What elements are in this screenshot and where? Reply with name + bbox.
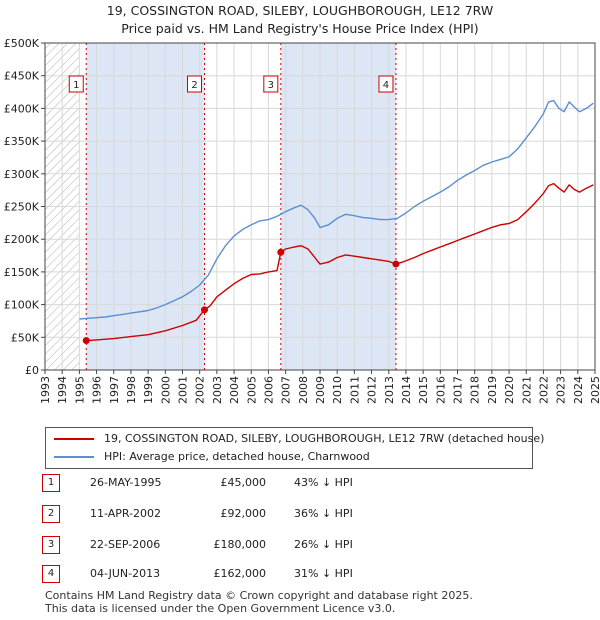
sale-point: [277, 248, 285, 256]
sale-number-badge: 3: [42, 536, 60, 554]
sale-price: £45,000: [220, 476, 267, 489]
legend-line-price: [54, 438, 94, 440]
sale-marker-label: 2: [191, 80, 197, 91]
sale-price: £92,000: [220, 507, 267, 520]
sale-marker-label: 4: [383, 80, 389, 91]
y-tick-label: £400K: [4, 102, 40, 115]
x-tick-label: 2004: [228, 376, 241, 404]
x-tick-label: 2018: [469, 376, 482, 404]
hpi-line: [79, 99, 594, 320]
y-tick-label: £500K: [4, 37, 40, 50]
y-tick-label: £250K: [4, 201, 40, 214]
x-tick-label: 1994: [56, 376, 69, 404]
sale-point: [392, 260, 400, 268]
x-tick-label: 2011: [348, 376, 361, 404]
footer-licence: This data is licensed under the Open Gov…: [45, 602, 396, 615]
sale-marker-label: 3: [268, 80, 274, 91]
x-tick-label: 2023: [555, 376, 568, 404]
x-tick-label: 1995: [73, 376, 86, 404]
y-tick-label: £200K: [4, 233, 40, 246]
x-tick-label: 2013: [383, 376, 396, 404]
x-tick-label: 2025: [589, 376, 600, 404]
chart-legend: 19, COSSINGTON ROAD, SILEBY, LOUGHBOROUG…: [45, 427, 544, 469]
x-tick-label: 2016: [434, 376, 447, 404]
sale-marker-box: [187, 75, 202, 93]
x-tick-label: 2008: [297, 376, 310, 404]
x-tick-label: 2012: [366, 376, 379, 404]
legend-line-hpi: [54, 456, 94, 458]
sale-number-badge: 1: [42, 474, 60, 492]
x-tick-label: 1998: [125, 376, 138, 404]
y-tick-label: £350K: [4, 135, 40, 148]
y-tick-label: £150K: [4, 266, 40, 279]
y-tick-label: £300K: [4, 168, 40, 181]
chart-title-address: 19, COSSINGTON ROAD, SILEBY, LOUGHBOROUG…: [106, 3, 494, 18]
chart-title: Price paid vs. HM Land Registry's House …: [121, 21, 479, 36]
price-paid-line: [86, 182, 594, 342]
legend-label-price: 19, COSSINGTON ROAD, SILEBY, LOUGHBOROUG…: [104, 432, 545, 445]
y-tick-label: £50K: [11, 331, 40, 344]
sale-number-badge: 2: [42, 505, 60, 523]
x-tick-label: 2010: [331, 376, 344, 404]
sale-number-badge: 4: [42, 565, 60, 583]
x-tick-label: 1999: [142, 376, 155, 404]
sale-marker-box: [263, 75, 279, 93]
sale-hpi-diff: 26% ↓ HPI: [294, 538, 353, 551]
x-tick-label: 1996: [91, 376, 104, 404]
x-tick-label: 2024: [572, 376, 585, 404]
x-tick-label: 1993: [39, 376, 52, 404]
x-tick-label: 2002: [194, 376, 207, 404]
price-chart: 1 2 3 4 £0 £50K £100K £150K £200K £250K £300K £350…: [4, 37, 600, 404]
sale-date: 22-SEP-2006: [90, 538, 161, 551]
x-tick-label: 2006: [262, 376, 275, 404]
x-tick-label: 2022: [537, 376, 550, 404]
y-tick-label: £0: [25, 364, 39, 377]
x-tick-label: 2009: [314, 376, 327, 404]
sale-price: £162,000: [213, 567, 267, 580]
sale-marker-box: [378, 75, 394, 93]
y-tick-label: £450K: [4, 70, 40, 83]
sale-date: 11-APR-2002: [90, 507, 162, 520]
sale-date: 04-JUN-2013: [90, 567, 161, 580]
sale-point: [201, 306, 208, 314]
x-tick-label: 2005: [245, 376, 258, 404]
footer-copyright: Contains HM Land Registry data © Crown c…: [45, 589, 473, 602]
x-tick-label: 2007: [280, 376, 293, 404]
x-tick-label: 2000: [159, 376, 172, 404]
sale-hpi-diff: 43% ↓ HPI: [294, 476, 353, 489]
x-tick-label: 1997: [108, 376, 121, 404]
x-tick-label: 2015: [417, 376, 430, 404]
sale-price: £180,000: [213, 538, 267, 551]
legend-label-hpi: HPI: Average price, detached house, Char…: [104, 450, 370, 463]
sale-hpi-diff: 31% ↓ HPI: [294, 567, 353, 580]
x-tick-label: 2019: [486, 376, 499, 404]
x-tick-label: 2020: [503, 376, 516, 404]
x-tick-label: 2001: [177, 376, 190, 404]
x-tick-label: 2021: [520, 376, 533, 404]
sale-hpi-diff: 36% ↓ HPI: [294, 507, 353, 520]
x-tick-label: 2014: [400, 376, 413, 404]
x-tick-label: 2017: [452, 376, 465, 404]
sale-marker-box: [68, 75, 84, 93]
sale-point: [82, 337, 90, 345]
sale-date: 26-MAY-1995: [90, 476, 162, 489]
sale-marker-label: 1: [73, 80, 79, 91]
x-tick-label: 2003: [211, 376, 224, 404]
y-tick-label: £100K: [4, 299, 40, 312]
